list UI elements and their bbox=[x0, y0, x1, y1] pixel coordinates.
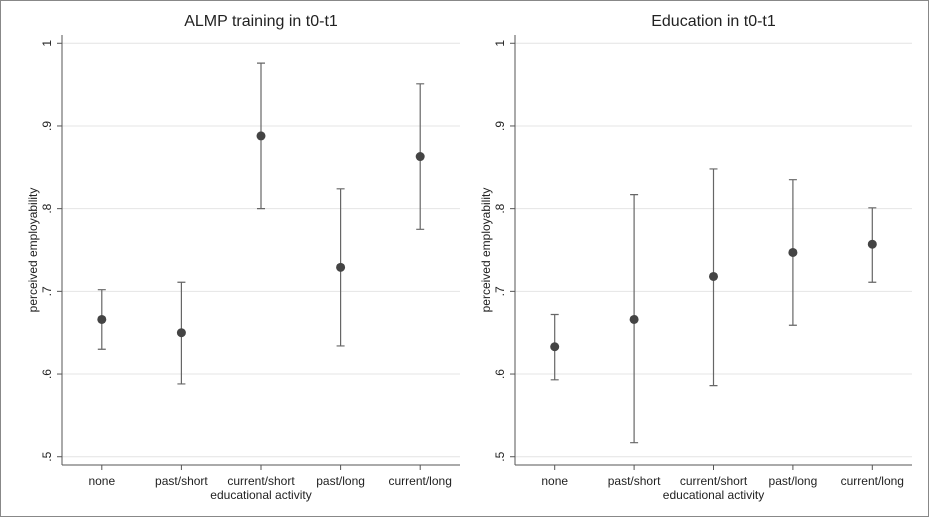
point bbox=[788, 247, 798, 257]
y-tick-label: .8 bbox=[493, 203, 507, 213]
y-tick-label: .6 bbox=[493, 369, 507, 379]
point bbox=[550, 342, 560, 352]
point bbox=[415, 152, 425, 162]
y-tick-label: .8 bbox=[40, 203, 54, 213]
y-tick-label: .7 bbox=[40, 286, 54, 296]
y-axis-label: perceived employability bbox=[479, 188, 493, 313]
x-tick-label: past/long bbox=[769, 474, 818, 488]
chart-title: ALMP training in t0-t1 bbox=[184, 13, 338, 30]
y-tick-label: .7 bbox=[493, 286, 507, 296]
y-tick-label: .9 bbox=[493, 121, 507, 131]
point bbox=[336, 262, 346, 272]
point bbox=[97, 314, 107, 324]
y-tick-label: 1 bbox=[40, 40, 54, 47]
x-tick-label: past/long bbox=[316, 474, 365, 488]
x-axis-label: educational activity bbox=[663, 488, 764, 502]
x-tick-label: current/short bbox=[680, 474, 748, 488]
x-tick-label: none bbox=[541, 474, 568, 488]
x-tick-label: past/short bbox=[608, 474, 661, 488]
y-tick-label: 1 bbox=[493, 40, 507, 47]
y-tick-label: .6 bbox=[40, 369, 54, 379]
point bbox=[176, 328, 186, 338]
x-tick-label: current/short bbox=[227, 474, 295, 488]
point bbox=[256, 131, 266, 141]
point bbox=[709, 271, 718, 281]
point bbox=[867, 239, 877, 249]
x-tick-label: current/long bbox=[389, 474, 452, 488]
x-tick-label: none bbox=[88, 474, 115, 488]
y-tick-label: .5 bbox=[40, 451, 54, 461]
x-axis-label: educational activity bbox=[210, 488, 311, 502]
y-axis-label: perceived employability bbox=[26, 188, 40, 313]
y-tick-label: .9 bbox=[40, 121, 54, 131]
chart-title: Education in t0-t1 bbox=[651, 13, 776, 30]
x-tick-label: current/long bbox=[841, 474, 904, 488]
x-tick-label: past/short bbox=[155, 474, 208, 488]
point bbox=[629, 314, 639, 324]
y-tick-label: .5 bbox=[493, 451, 507, 461]
